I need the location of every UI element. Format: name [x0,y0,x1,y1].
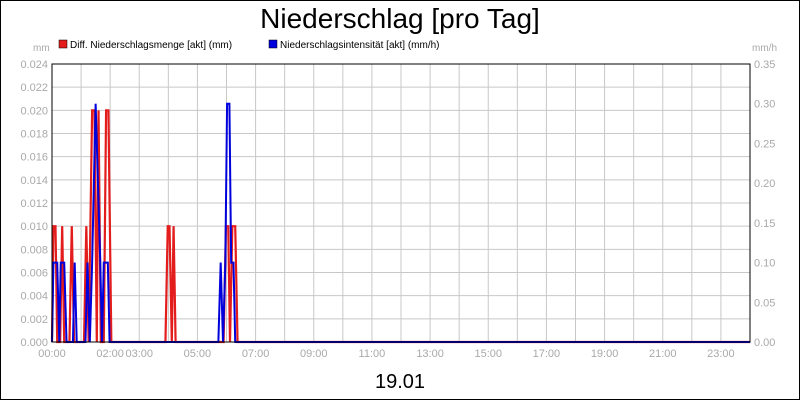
y-left-tick-label: 0.022 [20,82,48,94]
series-line-niederschlagsintensitaet [51,102,750,343]
x-tick-label: 15:00 [474,348,502,360]
y-right-tick-label: 0.30 [754,99,775,111]
y-left-tick-label: 0.000 [20,337,48,349]
y-axis-right-ticks: 0.00 0.05 0.10 0.15 0.20 0.25 0.30 0.35 [754,59,775,349]
x-tick-label: 11:00 [359,348,386,360]
legend-swatch-blue [268,39,278,49]
x-tick-label: 00:00 [38,348,66,360]
y-left-tick-label: 0.004 [20,291,48,303]
y-left-tick-label: 0.016 [20,152,48,164]
x-tick-label: 07:00 [242,348,270,360]
y-left-tick-label: 0.002 [20,314,48,326]
x-tick-label: 05:00 [184,348,212,360]
y-left-tick-label: 0.010 [20,221,48,233]
y-axis-left-ticks: 0.000 0.002 0.004 0.006 0.008 0.010 0.012 0.014… [20,59,48,349]
y-left-tick-label: 0.024 [20,59,48,71]
y-left-tick-label: 0.018 [20,129,48,141]
y-left-tick-label: 0.008 [20,244,48,256]
y-right-tick-label: 0.15 [754,218,775,230]
legend-label-menge: Diff. Niederschlagsmenge [akt] (mm) [70,40,232,51]
legend-label-intensitaet: Niederschlagsintensität [akt] (mm/h) [280,40,440,51]
x-tick-label: 21:00 [649,348,677,360]
y-right-tick-label: 0.25 [754,138,775,150]
grid [51,63,751,343]
x-tick-label: 23:00 [707,348,735,360]
right-axis-unit: mm/h [752,43,777,54]
chart-title: Niederschlag [pro Tag] [260,3,540,34]
y-right-tick-label: 0.10 [754,258,775,270]
y-left-tick-label: 0.012 [20,198,48,210]
y-left-tick-label: 0.020 [20,105,48,117]
y-right-tick-label: 0.20 [754,178,775,190]
y-left-tick-label: 0.014 [20,175,48,187]
x-tick-label: 13:00 [416,348,444,360]
y-right-tick-label: 0.05 [754,297,775,309]
y-right-tick-label: 0.00 [754,337,775,349]
legend: Diff. Niederschlagsmenge [akt] (mm) Nied… [58,39,440,51]
x-tick-label: 17:00 [533,348,561,360]
y-right-tick-label: 0.35 [754,59,775,71]
x-axis-ticks: 00:00 02:00 03:00 05:00 07:00 09:00 11:00 13:00… [38,348,734,360]
legend-swatch-red [58,39,68,49]
x-tick-label: 09:00 [300,348,328,360]
plot-border [51,63,751,343]
x-tick-label: 03:00 [125,348,153,360]
left-axis-unit: mm [33,43,50,54]
date-label: 19.01 [375,371,425,393]
x-tick-label: 02:00 [96,348,124,360]
x-tick-label: 19:00 [591,348,619,360]
y-left-tick-label: 0.006 [20,268,48,280]
